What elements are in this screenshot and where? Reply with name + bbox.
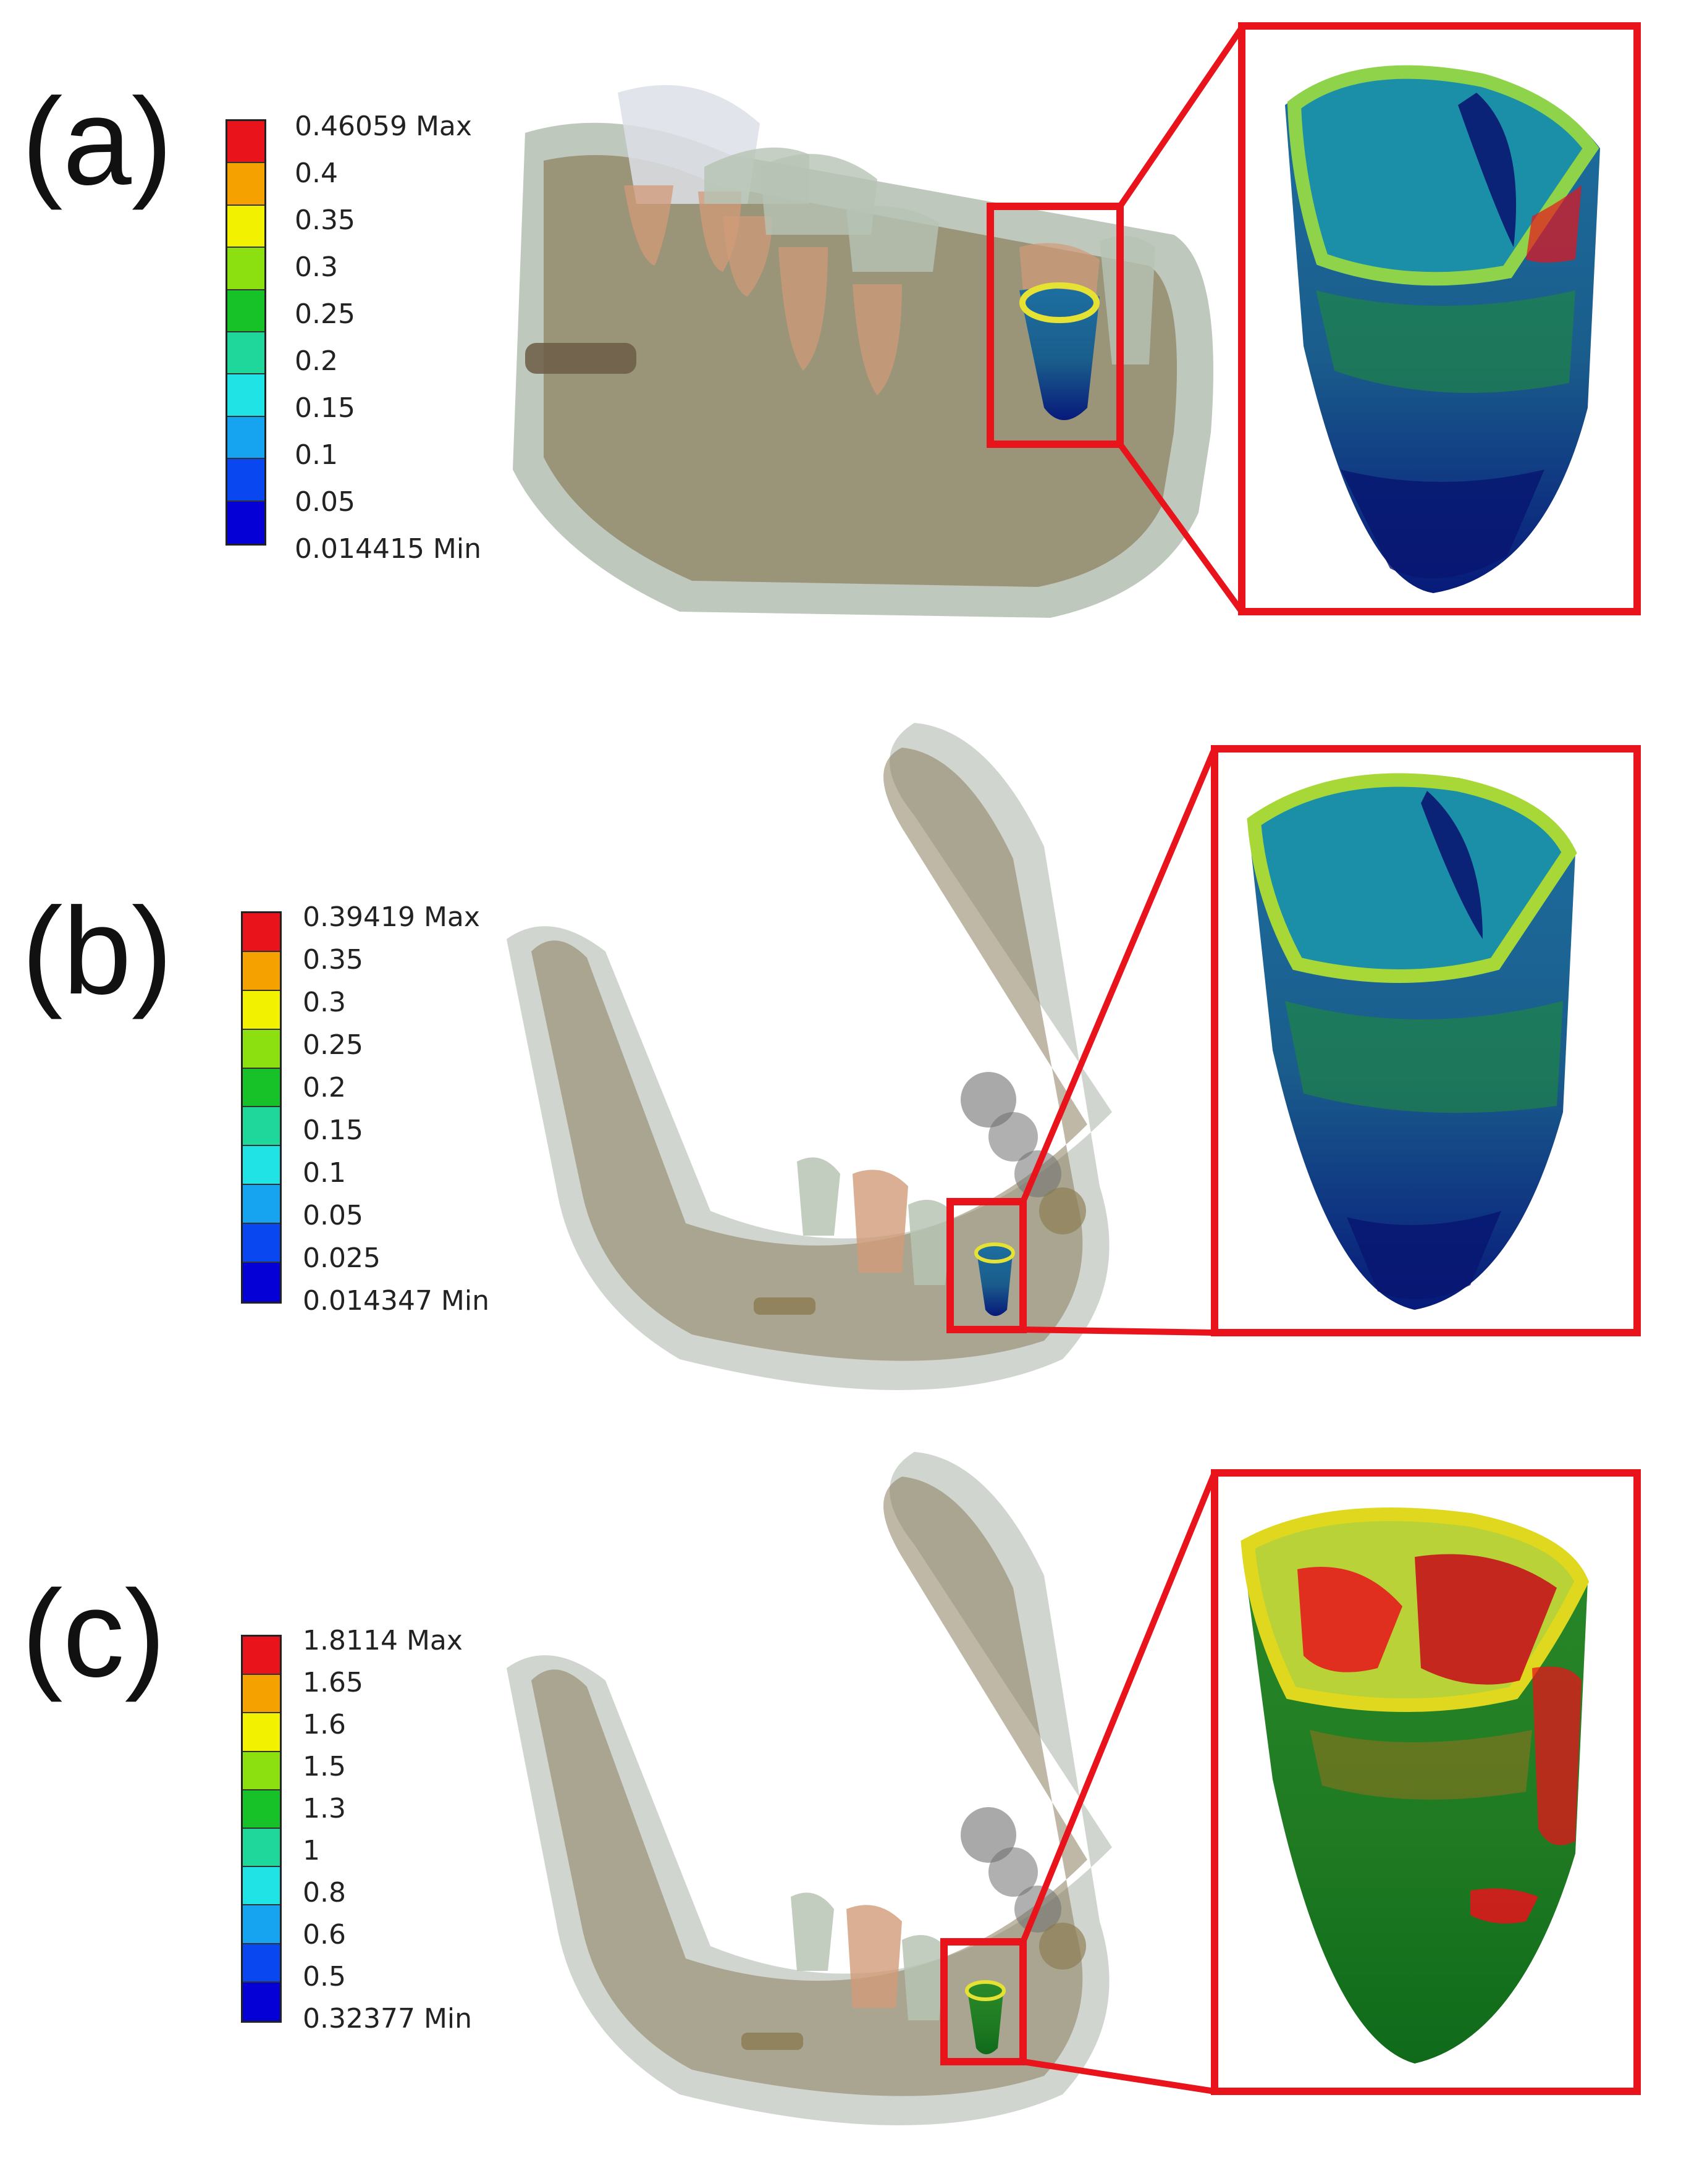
legend-c-label: 1 — [303, 1835, 320, 1866]
legend-b-swatch — [243, 1107, 280, 1147]
legend-b-swatch — [243, 1263, 280, 1302]
panel-label-a: (a) — [22, 73, 173, 211]
jaw-model-b — [507, 723, 1112, 1390]
legend-a-swatch — [227, 163, 264, 206]
legend-c-swatch — [243, 1982, 280, 2021]
legend-b-label: 0.014347 Min — [303, 1285, 490, 1317]
legend-b-label: 0.025 — [303, 1242, 381, 1274]
legend-c-swatch — [243, 1790, 280, 1829]
legend-c-label: 0.6 — [303, 1919, 346, 1950]
legend-c-swatch — [243, 1752, 280, 1790]
legend-b-swatch — [243, 1029, 280, 1069]
legend-b-label: 0.15 — [303, 1115, 363, 1146]
legend-a-label: 0.25 — [295, 298, 355, 330]
legend-a-swatch — [227, 248, 264, 290]
legend-b-swatch — [243, 913, 280, 952]
legend-b: 0.39419 Max 0.35 0.3 0.25 0.2 0.15 0.1 0… — [241, 904, 550, 1315]
highlight-box-small-c — [940, 1938, 1027, 2065]
legend-a-swatch — [227, 121, 264, 164]
legend-c-label: 1.65 — [303, 1667, 363, 1698]
highlight-box-small-b — [946, 1198, 1027, 1333]
legend-b-label: 0.2 — [303, 1072, 346, 1103]
legend-a-label: 0.014415 Min — [295, 533, 482, 565]
legend-a: 0.46059 Max 0.4 0.35 0.3 0.25 0.2 0.15 0… — [225, 113, 534, 563]
legend-b-label: 0.1 — [303, 1157, 346, 1189]
legend-b-swatch — [243, 1068, 280, 1108]
legend-b-swatch — [243, 1224, 280, 1263]
legend-c-colorbar — [241, 1635, 282, 2023]
legend-c-label: 1.6 — [303, 1709, 346, 1740]
legend-b-swatch — [243, 1185, 280, 1225]
legend-c-swatch — [243, 1944, 280, 1983]
legend-a-colorbar — [225, 119, 266, 546]
jaw-model-c — [507, 1452, 1112, 2125]
legend-b-label: 0.05 — [303, 1200, 363, 1231]
legend-a-label: 0.1 — [295, 439, 338, 471]
legend-c-label: 1.5 — [303, 1751, 346, 1782]
legend-c-swatch — [243, 1713, 280, 1752]
legend-b-colorbar — [241, 911, 282, 1304]
legend-b-label: 0.25 — [303, 1029, 363, 1061]
legend-c-label: 0.32377 Min — [303, 2003, 473, 2034]
legend-a-swatch — [227, 205, 264, 248]
legend-c-swatch — [243, 1828, 280, 1868]
legend-b-label: 0.3 — [303, 987, 346, 1018]
panel-label-c: (c) — [22, 1565, 166, 1703]
legend-a-label: 0.4 — [295, 158, 338, 189]
legend-a-label: 0.35 — [295, 204, 355, 236]
legend-c: 1.8114 Max 1.65 1.6 1.5 1.3 1 0.8 0.6 0.… — [241, 1627, 550, 2033]
legend-a-swatch — [227, 374, 264, 417]
legend-a-label: 0.3 — [295, 251, 338, 283]
legend-a-label: 0.2 — [295, 345, 338, 377]
legend-c-label: 0.5 — [303, 1961, 346, 1992]
jaw-model-a — [513, 85, 1213, 618]
cup-zoom-a — [1285, 65, 1600, 593]
panel-label-b: (b) — [22, 882, 173, 1020]
legend-a-swatch — [227, 459, 264, 502]
legend-a-swatch — [227, 332, 264, 375]
legend-a-label: 0.05 — [295, 486, 355, 518]
highlight-box-small-a — [987, 203, 1124, 448]
legend-b-label: 0.39419 Max — [303, 901, 480, 933]
legend-b-swatch — [243, 951, 280, 991]
legend-a-label: 0.15 — [295, 392, 355, 424]
legend-c-swatch — [243, 1867, 280, 1906]
legend-c-label: 0.8 — [303, 1877, 346, 1908]
legend-a-label: 0.46059 Max — [295, 111, 472, 142]
cup-zoom-c — [1241, 1507, 1590, 2064]
legend-c-swatch — [243, 1675, 280, 1714]
legend-b-swatch — [243, 990, 280, 1030]
cup-zoom-b — [1247, 773, 1577, 1310]
legend-a-swatch — [227, 416, 264, 460]
legend-c-swatch — [243, 1637, 280, 1676]
legend-c-label: 1.3 — [303, 1793, 346, 1824]
legend-a-swatch — [227, 290, 264, 332]
legend-b-swatch — [243, 1146, 280, 1186]
legend-b-label: 0.35 — [303, 944, 363, 976]
legend-c-swatch — [243, 1905, 280, 1944]
legend-c-label: 1.8114 Max — [303, 1625, 463, 1656]
legend-a-swatch — [227, 501, 264, 544]
